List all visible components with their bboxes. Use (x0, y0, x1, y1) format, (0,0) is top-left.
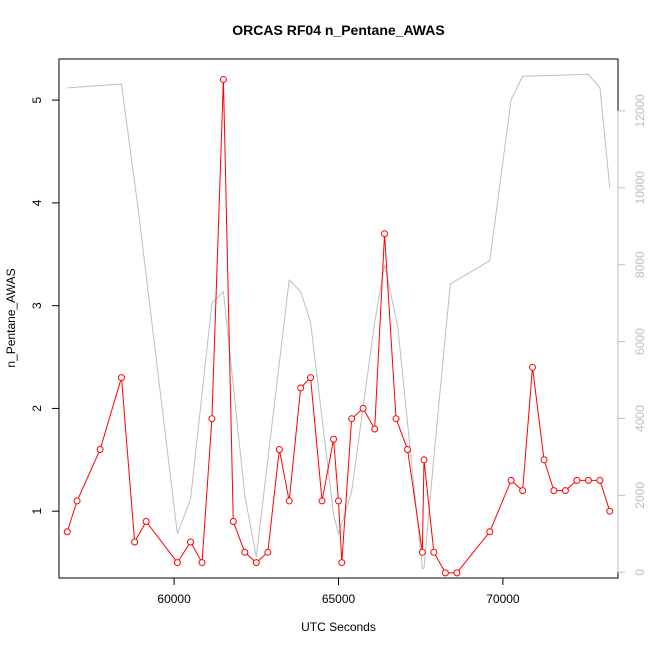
y2-tick-label: 10000 (633, 171, 647, 205)
chart-title: ORCAS RF04 n_Pentane_AWAS (232, 22, 444, 38)
x-tick-label: 65000 (322, 592, 356, 606)
x-axis-label: UTC Seconds (301, 620, 376, 634)
data-point (550, 487, 558, 495)
data-point (241, 548, 249, 556)
data-point (418, 548, 426, 556)
x-axis: 60000 65000 70000 (157, 578, 520, 606)
data-point (486, 528, 494, 536)
y2-tick-label: 6000 (633, 328, 647, 355)
data-point (392, 415, 400, 423)
x-tick-label: 60000 (157, 592, 191, 606)
data-point (330, 435, 338, 443)
y2-tick-label: 8000 (633, 251, 647, 278)
y-axis-right: 0 2000 4000 6000 8000 10000 12000 (617, 94, 647, 576)
y2-tick-label: 2000 (633, 482, 647, 509)
data-point (285, 497, 293, 505)
data-point (131, 538, 139, 546)
data-point (117, 374, 125, 382)
data-point (187, 538, 195, 546)
y-axis-label: n_Pentane_AWAS (4, 268, 18, 367)
data-point (96, 446, 104, 454)
y-tick-label: 3 (30, 302, 44, 309)
data-point (430, 548, 438, 556)
data-point (596, 476, 604, 484)
y2-tick-label: 12000 (633, 94, 647, 128)
data-point (540, 456, 548, 464)
data-point (584, 476, 592, 484)
y2-tick-label: 4000 (633, 405, 647, 432)
data-point (420, 456, 428, 464)
data-point (606, 507, 614, 515)
y-tick-label: 4 (30, 199, 44, 206)
series-right (67, 73, 611, 569)
series-left (63, 76, 614, 577)
data-point (348, 415, 356, 423)
data-point (307, 374, 315, 382)
data-point (404, 446, 412, 454)
y-tick-label: 5 (30, 96, 44, 103)
series-line-right (67, 73, 611, 569)
data-point (219, 76, 227, 84)
data-point (519, 487, 527, 495)
data-point (507, 476, 515, 484)
data-point (208, 415, 216, 423)
data-point (381, 230, 389, 238)
data-point (173, 559, 181, 567)
data-point (453, 569, 461, 577)
data-point (297, 384, 305, 392)
data-point (63, 528, 71, 536)
data-point (359, 404, 367, 412)
y-axis-left: 1 2 3 4 5 (30, 96, 59, 515)
data-point (371, 425, 379, 433)
x-tick-label: 70000 (486, 592, 520, 606)
data-point (275, 446, 283, 454)
data-point (441, 569, 449, 577)
y-tick-label: 2 (30, 405, 44, 412)
data-point (252, 559, 260, 567)
data-point (229, 517, 237, 525)
y2-tick-label: 0 (633, 569, 647, 576)
data-point (338, 559, 346, 567)
y-tick-label: 1 (30, 508, 44, 515)
data-point (198, 559, 206, 567)
data-point (335, 497, 342, 505)
data-point (529, 363, 537, 371)
data-point (573, 476, 581, 484)
data-point (73, 497, 81, 505)
data-point (318, 497, 326, 505)
data-point (561, 487, 569, 495)
data-point (264, 548, 272, 556)
data-point (142, 517, 150, 525)
